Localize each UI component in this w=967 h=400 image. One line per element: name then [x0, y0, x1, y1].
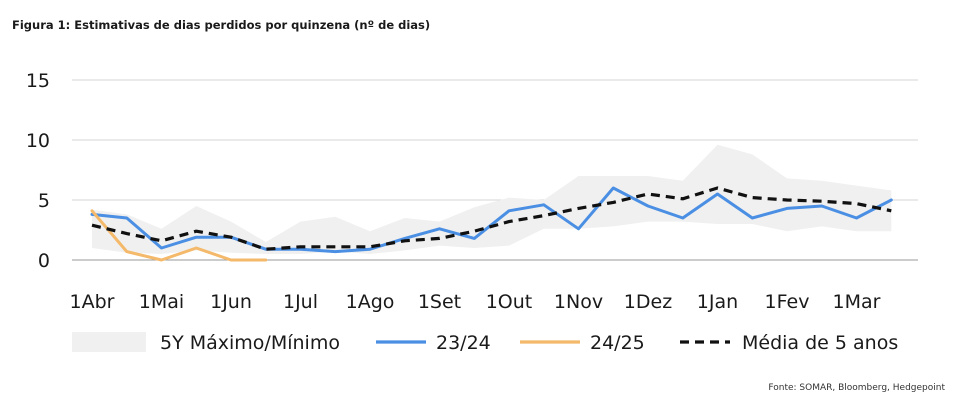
- series-layer: [90, 186, 893, 262]
- legend-label-s2324: 23/24: [436, 332, 491, 354]
- x-tick-label: 1Ago: [346, 291, 395, 313]
- x-tick-label: 1Abr: [70, 291, 115, 313]
- x-tick-label: 1Fev: [765, 291, 810, 313]
- x-tick-label: 1Nov: [554, 291, 603, 313]
- x-tick-label: 1Out: [486, 291, 533, 313]
- legend-label-avg: Média de 5 anos: [742, 332, 898, 354]
- x-tick-label: 1Mai: [139, 291, 184, 313]
- legend-swatch-band: [72, 332, 146, 352]
- y-tick-label: 0: [38, 250, 50, 272]
- y-tick-label: 5: [38, 190, 50, 212]
- x-tick-label: 1Jul: [283, 291, 318, 313]
- series-line-s2425: [90, 209, 268, 262]
- range-band-layer: [92, 144, 892, 254]
- source-note: Fonte: SOMAR, Bloomberg, Hedgepoint: [768, 383, 945, 393]
- y-tick-label: 15: [26, 70, 50, 92]
- legend-label-s2425: 24/25: [590, 332, 645, 354]
- x-tick-label: 1Mar: [833, 291, 881, 313]
- x-tick-label: 1Jun: [210, 291, 252, 313]
- x-tick-label: 1Jan: [697, 291, 738, 313]
- x-tick-label: 1Set: [418, 291, 461, 313]
- legend-label-band: 5Y Máximo/Mínimo: [160, 332, 340, 354]
- series-line-avg: [91, 186, 892, 251]
- range-band-5y: [92, 144, 892, 254]
- gridlines: [72, 79, 918, 261]
- x-axis-ticks: 1Abr 1Mai 1Jun 1Jul 1Ago 1Set 1Out 1Nov 1Dez 1Jan…: [70, 291, 881, 313]
- legend: 5Y Máximo/Mínimo 23/24 24/25 Média de 5 ano…: [72, 332, 898, 354]
- y-axis-ticks: 0 5 10 15: [26, 70, 50, 272]
- chart-title: Figura 1: Estimativas de dias perdidos p…: [12, 18, 431, 32]
- y-tick-label: 10: [26, 130, 50, 152]
- x-tick-label: 1Dez: [624, 291, 672, 313]
